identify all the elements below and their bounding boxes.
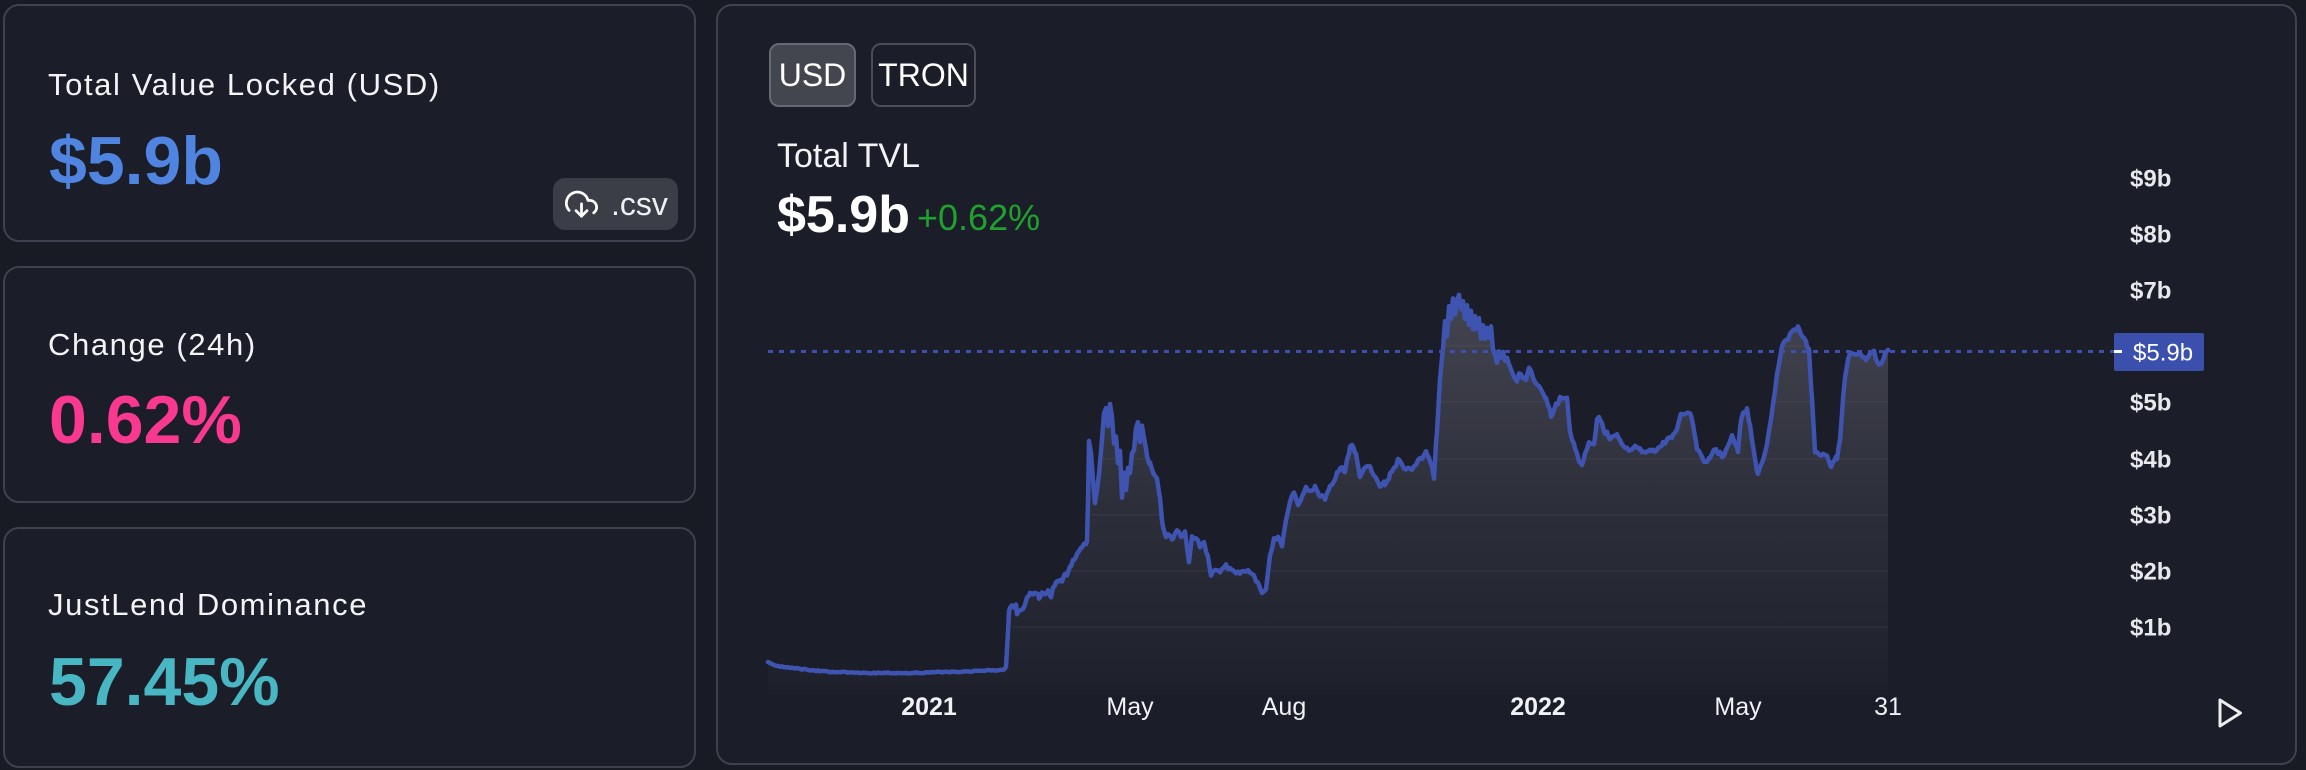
svg-text:$1b: $1b bbox=[2130, 614, 2171, 641]
svg-text:$3b: $3b bbox=[2130, 502, 2171, 529]
svg-text:$5b: $5b bbox=[2130, 389, 2171, 416]
svg-text:May: May bbox=[1106, 693, 1154, 721]
svg-text:$7b: $7b bbox=[2130, 277, 2171, 304]
svg-text:May: May bbox=[1714, 693, 1762, 721]
svg-text:$4b: $4b bbox=[2130, 446, 2171, 473]
svg-text:$2b: $2b bbox=[2130, 558, 2171, 585]
svg-text:$8b: $8b bbox=[2130, 221, 2171, 248]
svg-text:Aug: Aug bbox=[1262, 693, 1306, 721]
svg-text:$9b: $9b bbox=[2130, 165, 2171, 192]
svg-text:$5.9b: $5.9b bbox=[2133, 340, 2193, 367]
svg-text:2021: 2021 bbox=[901, 693, 957, 721]
svg-text:31: 31 bbox=[1874, 693, 1902, 721]
svg-text:2022: 2022 bbox=[1510, 693, 1566, 721]
